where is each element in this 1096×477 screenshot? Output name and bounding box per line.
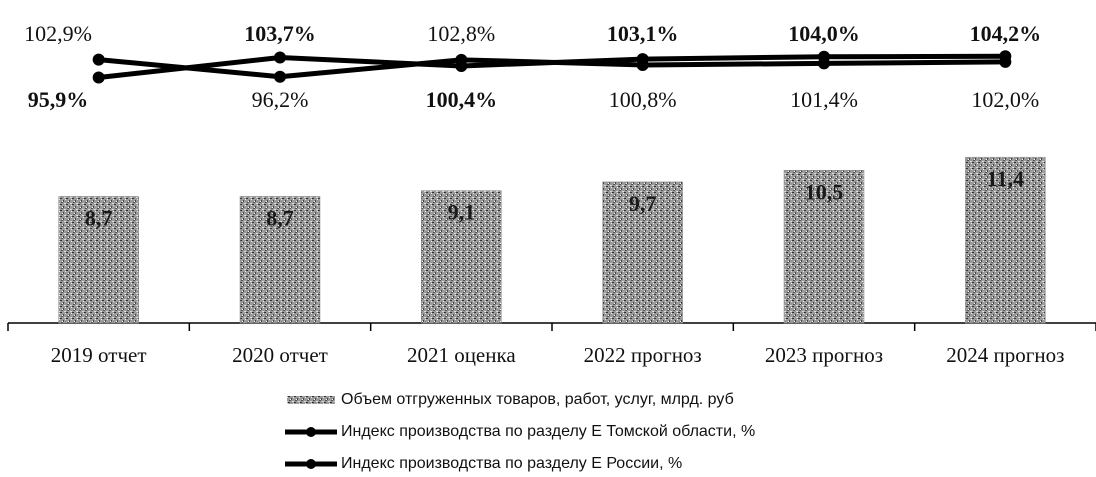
line [98, 57, 1006, 80]
line-value-label: 104,2% [970, 21, 1042, 46]
line-value-label: 102,0% [971, 87, 1039, 112]
line-value-label: 102,8% [427, 21, 495, 46]
bar [602, 181, 683, 324]
legend-marker [306, 427, 316, 437]
x-tick-label: 2023 прогноз [765, 343, 883, 367]
line-value-label: 96,2% [252, 87, 309, 112]
line-marker [818, 57, 830, 70]
line-value-label: 100,4% [426, 87, 498, 112]
bar-value-label: 8,7 [266, 206, 294, 231]
legend-label: Индекс производства по разделу Е Томской… [341, 423, 755, 440]
line-value-label: 104,0% [788, 21, 860, 46]
line-value-label: 101,4% [790, 87, 858, 112]
bar-value-label: 8,7 [85, 206, 113, 231]
line-marker [274, 51, 286, 64]
line-value-label: 103,7% [244, 21, 316, 46]
bar-value-label: 9,1 [448, 200, 476, 225]
line-value-label: 103,1% [607, 21, 679, 46]
line-value-label: 102,9% [24, 21, 92, 46]
line-marker [999, 55, 1012, 68]
bar [239, 196, 321, 324]
x-tick-label: 2020 отчет [232, 343, 328, 367]
x-tick-label: 2019 отчет [51, 343, 147, 367]
bar-value-label: 9,7 [629, 191, 657, 216]
line-marker [455, 53, 468, 66]
bar-value-label: 11,4 [987, 166, 1024, 191]
x-tick-label: 2021 оценка [407, 343, 516, 367]
line-marker [92, 71, 105, 84]
line-marker [92, 53, 105, 66]
legend-marker [306, 459, 316, 469]
legend-label: Индекс производства по разделу Е России,… [341, 455, 682, 472]
bar-value-label: 10,5 [805, 179, 844, 204]
line-value-label: 95,9% [28, 87, 89, 112]
x-tick-label: 2024 прогноз [946, 343, 1064, 367]
bar [965, 156, 1046, 324]
line-marker [274, 70, 286, 83]
legend-swatch [287, 396, 335, 404]
bar [58, 196, 139, 324]
bar [421, 190, 502, 324]
legend-label: Объем отгруженных товаров, работ, услуг,… [341, 391, 734, 408]
x-tick-label: 2022 прогноз [584, 343, 702, 367]
line-marker [636, 58, 649, 71]
line-value-label: 100,8% [609, 87, 677, 112]
bar [783, 170, 865, 324]
